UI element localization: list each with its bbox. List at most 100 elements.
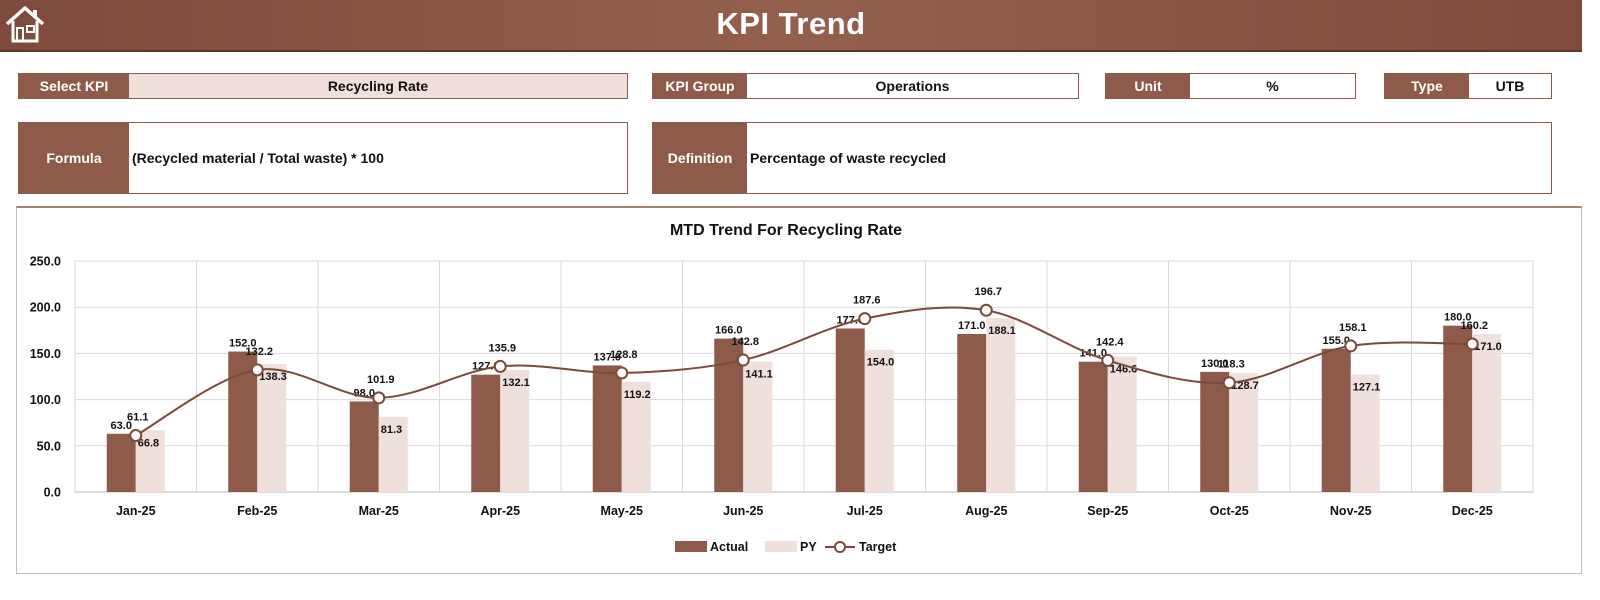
py-data-label: 141.1: [745, 369, 773, 381]
x-tick-label: Jul-25: [847, 504, 883, 518]
legend-target-label: Target: [859, 540, 897, 554]
x-tick-label: Jan-25: [116, 504, 156, 518]
py-data-label: 138.3: [259, 371, 287, 383]
actual-bar: [592, 365, 622, 492]
target-data-label: 128.8: [610, 349, 638, 361]
legend-target-marker: [834, 541, 846, 553]
target-data-label: 142.8: [731, 336, 759, 348]
actual-bar: [471, 374, 501, 492]
target-data-label: 135.9: [488, 342, 516, 354]
target-point: [1465, 337, 1479, 351]
target-point: [858, 312, 872, 326]
formula-field: Formula (Recycled material / Total waste…: [18, 122, 628, 194]
x-tick-label: Sep-25: [1087, 504, 1128, 518]
definition-field: Definition Percentage of waste recycled: [652, 122, 1552, 194]
target-point: [979, 303, 993, 317]
py-bar: [1107, 356, 1137, 492]
unit-label: Unit: [1106, 74, 1190, 98]
target-data-label: 132.2: [245, 346, 273, 358]
kpi-group-label: KPI Group: [653, 74, 747, 98]
definition-value: Percentage of waste recycled: [747, 123, 1551, 193]
actual-bar: [1078, 361, 1108, 492]
actual-data-label: 180.0: [1444, 312, 1472, 324]
y-tick-label: 200.0: [30, 301, 61, 315]
target-point: [372, 391, 386, 405]
actual-data-label: 141.0: [1079, 348, 1107, 360]
actual-data-label: 137.0: [593, 351, 621, 363]
home-icon[interactable]: [4, 4, 46, 44]
y-tick-label: 100.0: [30, 393, 61, 407]
target-point: [250, 363, 264, 377]
py-data-label: 128.7: [1231, 380, 1259, 392]
target-data-label: 61.1: [127, 412, 148, 424]
actual-data-label: 177.0: [836, 314, 864, 326]
x-tick-label: Aug-25: [965, 504, 1007, 518]
target-data-label: 160.2: [1460, 320, 1488, 332]
py-data-label: 81.3: [381, 424, 402, 436]
formula-label: Formula: [19, 123, 129, 193]
target-data-label: 142.4: [1096, 336, 1124, 348]
x-tick-label: Feb-25: [237, 504, 277, 518]
unit-field: Unit %: [1105, 73, 1356, 99]
chart-panel: MTD Trend For Recycling Rate 0.0 50.0 100.0…: [16, 206, 1582, 574]
target-point: [615, 366, 629, 380]
actual-data-label: 171.0: [958, 320, 986, 332]
chart-title: MTD Trend For Recycling Rate: [670, 222, 902, 239]
formula-value: (Recycled material / Total waste) * 100: [129, 123, 627, 193]
actual-bar: [957, 333, 987, 492]
py-bar: [378, 416, 408, 492]
py-data-label: 132.1: [502, 377, 530, 389]
py-data-label: 127.1: [1353, 382, 1381, 394]
actual-data-label: 130.0: [1201, 358, 1229, 370]
type-label: Type: [1385, 74, 1469, 98]
header-bar: KPI Trend: [0, 0, 1582, 52]
actual-bar: [1200, 371, 1230, 492]
unit-value: %: [1190, 74, 1355, 98]
legend-actual-label: Actual: [710, 540, 748, 554]
actual-bar: [1321, 348, 1351, 492]
y-tick-label: 0.0: [44, 486, 61, 500]
actual-data-label: 166.0: [715, 325, 743, 337]
py-bar: [743, 361, 773, 492]
py-bar: [1229, 373, 1259, 492]
py-data-label: 119.2: [624, 389, 651, 401]
actual-data-label: 63.0: [111, 420, 132, 432]
actual-bar: [228, 351, 258, 492]
py-bar: [864, 349, 894, 492]
py-bar: [257, 364, 287, 492]
py-data-label: 66.8: [138, 437, 159, 449]
py-bar: [1350, 374, 1380, 492]
x-tick-label: Oct-25: [1210, 504, 1249, 518]
x-tick-label: Jun-25: [723, 504, 763, 518]
select-kpi-value[interactable]: Recycling Rate: [129, 74, 627, 98]
y-tick-label: 50.0: [37, 439, 61, 453]
actual-bar: [106, 433, 136, 492]
py-bar: [986, 318, 1016, 492]
py-data-label: 188.1: [988, 325, 1016, 337]
actual-data-label: 152.0: [229, 338, 257, 350]
select-kpi-field[interactable]: Select KPI Recycling Rate: [18, 73, 628, 99]
x-tick-label: Apr-25: [480, 504, 520, 518]
target-point: [129, 429, 143, 443]
py-bar: [500, 369, 530, 492]
definition-label: Definition: [653, 123, 747, 193]
y-tick-label: 150.0: [30, 347, 61, 361]
target-data-label: 196.7: [974, 286, 1002, 298]
actual-bar: [349, 401, 379, 492]
x-tick-label: May-25: [601, 504, 643, 518]
y-tick-label: 250.0: [30, 255, 61, 269]
target-point: [493, 359, 507, 373]
x-tick-label: Nov-25: [1330, 504, 1372, 518]
target-data-label: 118.3: [1218, 359, 1245, 371]
x-tick-label: Dec-25: [1452, 504, 1493, 518]
type-field: Type UTB: [1384, 73, 1552, 99]
type-value: UTB: [1469, 74, 1551, 98]
py-data-label: 154.0: [867, 357, 895, 369]
target-data-label: 187.6: [853, 295, 881, 307]
py-bar: [621, 381, 651, 492]
py-data-label: 171.0: [1474, 341, 1502, 353]
actual-data-label: 155.0: [1322, 335, 1350, 347]
target-point: [1222, 376, 1236, 390]
py-bar: [1472, 333, 1502, 492]
mtd-trend-chart: MTD Trend For Recycling Rate 0.0 50.0 100.0…: [30, 222, 1534, 554]
